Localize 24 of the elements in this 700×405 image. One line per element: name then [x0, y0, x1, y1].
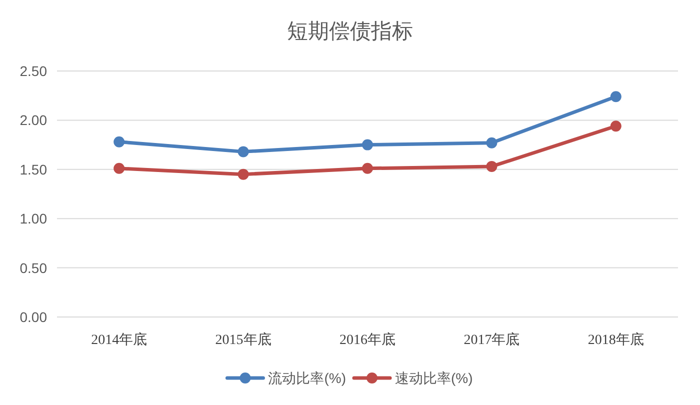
x-tick-label: 2018年底 — [588, 332, 644, 348]
point — [610, 120, 622, 132]
y-tick-label: 0.00 — [20, 309, 48, 325]
point — [610, 91, 622, 102]
point — [238, 168, 249, 180]
point — [362, 162, 373, 174]
legend-label: 速动比率(%) — [395, 370, 473, 386]
y-tick-label: 2.50 — [20, 63, 48, 79]
x-tick-label: 2014年底 — [91, 332, 148, 348]
legend-label: 流动比率(%) — [268, 370, 346, 386]
y-tick-label: 1.00 — [20, 210, 48, 227]
y-tick-label: 2.00 — [20, 112, 48, 128]
y-tick-label: 0.50 — [20, 260, 48, 276]
x-tick-label: 2017年底 — [464, 332, 520, 348]
chart-title: 短期偿债指标 — [287, 20, 413, 43]
y-tick-label: 1.50 — [20, 161, 48, 178]
point — [114, 162, 125, 174]
x-tick-label: 2016年底 — [340, 332, 396, 348]
x-tick-label: 2015年底 — [215, 332, 272, 348]
point — [362, 139, 373, 150]
point — [486, 160, 498, 172]
point — [114, 136, 125, 148]
point — [238, 146, 249, 158]
point — [486, 137, 498, 148]
